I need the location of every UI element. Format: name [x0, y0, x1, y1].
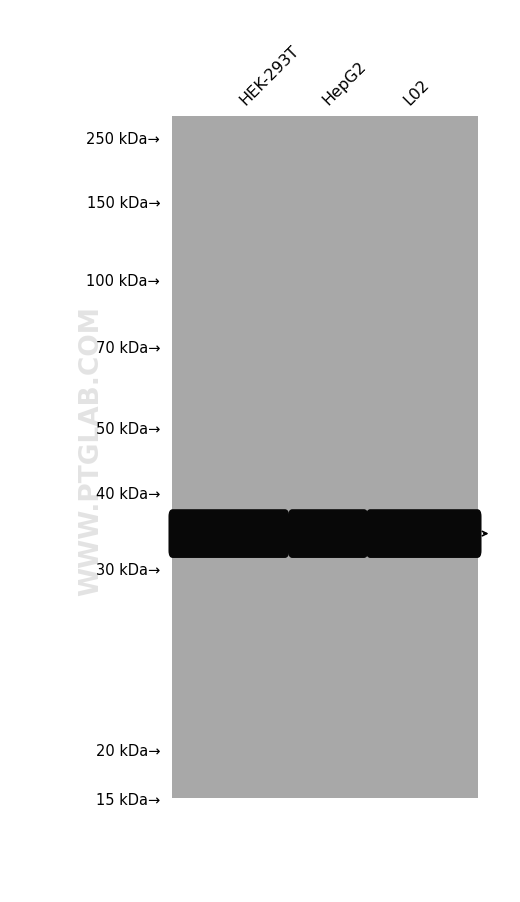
Text: 150 kDa→: 150 kDa→ — [86, 196, 160, 210]
Text: HepG2: HepG2 — [320, 59, 369, 108]
FancyBboxPatch shape — [170, 515, 288, 553]
Text: 20 kDa→: 20 kDa→ — [96, 743, 160, 758]
Text: 40 kDa→: 40 kDa→ — [96, 487, 160, 502]
FancyBboxPatch shape — [367, 519, 480, 549]
Text: 250 kDa→: 250 kDa→ — [86, 133, 160, 147]
Text: HEK-293T: HEK-293T — [237, 43, 302, 108]
Text: 70 kDa→: 70 kDa→ — [96, 341, 160, 355]
FancyBboxPatch shape — [289, 515, 367, 553]
FancyBboxPatch shape — [168, 510, 289, 558]
Text: 100 kDa→: 100 kDa→ — [86, 274, 160, 289]
Bar — [172, 117, 478, 798]
Ellipse shape — [378, 514, 470, 554]
Text: 50 kDa→: 50 kDa→ — [96, 422, 160, 437]
Ellipse shape — [181, 514, 277, 554]
FancyBboxPatch shape — [367, 515, 480, 553]
FancyBboxPatch shape — [288, 510, 368, 558]
FancyBboxPatch shape — [170, 519, 288, 549]
Text: WWW.PTGLAB.COM: WWW.PTGLAB.COM — [78, 306, 104, 596]
Text: 15 kDa→: 15 kDa→ — [96, 793, 160, 807]
FancyBboxPatch shape — [366, 510, 482, 558]
Ellipse shape — [297, 514, 359, 554]
Text: L02: L02 — [400, 77, 432, 108]
FancyBboxPatch shape — [289, 519, 367, 549]
Text: 30 kDa→: 30 kDa→ — [96, 563, 160, 577]
